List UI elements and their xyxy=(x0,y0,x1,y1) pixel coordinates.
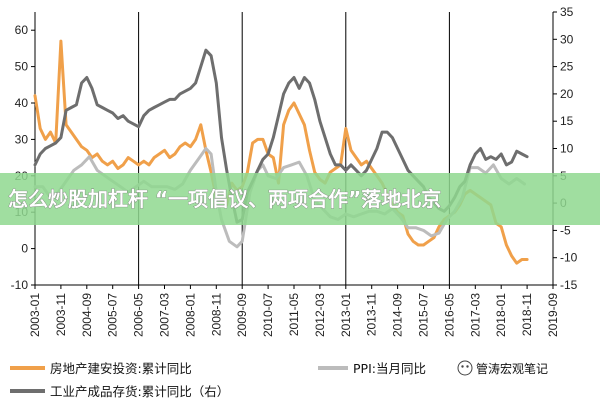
series-line-1 xyxy=(33,39,529,265)
wechat-logo-eye-left-icon xyxy=(461,365,464,368)
watermark: 管涛宏观笔记 xyxy=(457,360,548,376)
watermark-text: 管涛宏观笔记 xyxy=(476,361,548,376)
x-tick-label: 2013-01 xyxy=(339,293,353,337)
wechat-logo-eye-right-icon xyxy=(466,365,469,368)
x-tick-label: 2016-05 xyxy=(442,293,456,337)
x-tick-label: 2008-11 xyxy=(209,293,223,336)
x-tick-label: 2003-11 xyxy=(54,293,68,336)
right-tick-label: 20 xyxy=(560,87,574,101)
x-tick-label: 2006-05 xyxy=(132,293,146,337)
right-tick-label: 15 xyxy=(560,114,574,128)
x-tick-label: 2003-01 xyxy=(28,293,42,337)
x-axis-ticks: 2003-01 2003-11 2004-09 2005-07 2006-05 2007-… xyxy=(28,285,560,337)
banner-text[interactable]: 怎么炒股加杠杆 “一项倡议、两项合作”落地北京 xyxy=(8,187,442,212)
x-tick-label: 2017-03 xyxy=(468,293,482,337)
right-tick-label: 35 xyxy=(560,5,574,19)
left-axis-ticks: -100102030405060 xyxy=(11,23,35,292)
series-lines xyxy=(33,39,529,265)
banner-background xyxy=(0,173,600,225)
right-tick-label: -10 xyxy=(560,251,578,265)
right-tick-label: -5 xyxy=(560,223,571,237)
legend: 房地产建安投资:累计同比 PPI:当月同比 工业产成品存货:累计同比（右） xyxy=(10,361,426,399)
banner-overlay[interactable]: 怎么炒股加杠杆 “一项倡议、两项合作”落地北京 xyxy=(0,173,600,225)
x-tick-label: 2014-09 xyxy=(391,293,405,337)
right-tick-label: -15 xyxy=(560,278,578,292)
left-tick-label: 0 xyxy=(21,242,28,256)
left-tick-label: 30 xyxy=(15,132,29,146)
right-tick-label: 10 xyxy=(560,142,574,156)
left-tick-label: -10 xyxy=(11,278,29,292)
x-tick-label: 2011-05 xyxy=(287,293,301,336)
right-tick-label: 30 xyxy=(560,32,574,46)
x-tick-label: 2019-09 xyxy=(546,293,560,337)
left-tick-label: 60 xyxy=(15,23,29,37)
legend-item-ppi: PPI:当月同比 xyxy=(318,361,426,376)
legend-item-inventory: 工业产成品存货:累计同比（右） xyxy=(10,384,229,399)
plot-frame xyxy=(34,12,554,286)
x-tick-label: 2010-07 xyxy=(261,293,275,337)
right-axis-ticks: -15-10-505101520253035 xyxy=(553,5,578,292)
x-tick-label: 2007-03 xyxy=(158,293,172,337)
legend-item-construction-investment: 房地产建安投资:累计同比 xyxy=(10,361,192,376)
wechat-logo-icon xyxy=(457,360,473,376)
x-tick-label: 2018-11 xyxy=(520,293,534,336)
x-tick-label: 2008-01 xyxy=(183,293,197,337)
x-tick-label: 2004-09 xyxy=(80,293,94,337)
right-tick-label: 25 xyxy=(560,60,574,74)
x-tick-label: 2012-03 xyxy=(313,293,327,337)
x-tick-label: 2009-09 xyxy=(235,293,249,337)
x-tick-label: 2005-07 xyxy=(106,293,120,337)
period-divider-lines xyxy=(138,12,554,285)
legend-label: PPI:当月同比 xyxy=(353,361,426,376)
x-tick-label: 2018-01 xyxy=(494,293,508,337)
x-tick-label: 2013-11 xyxy=(365,293,379,336)
legend-label: 房地产建安投资:累计同比 xyxy=(50,361,192,376)
legend-label: 工业产成品存货:累计同比（右） xyxy=(50,384,229,399)
left-tick-label: 50 xyxy=(15,60,29,74)
x-tick-label: 2015-07 xyxy=(417,293,431,337)
left-tick-label: 40 xyxy=(15,96,29,110)
